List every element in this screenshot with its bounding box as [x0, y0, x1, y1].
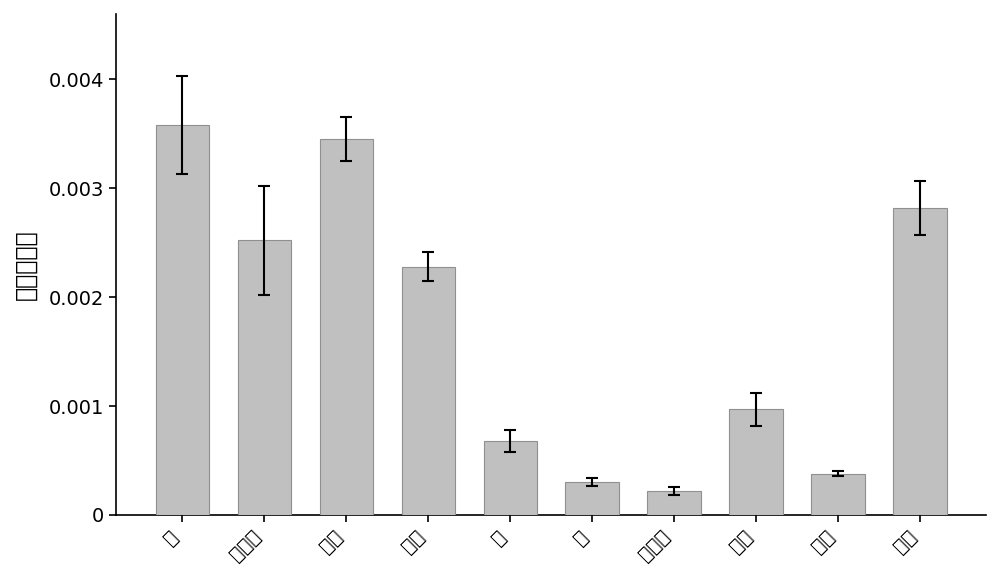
Y-axis label: 相对表达量: 相对表达量	[14, 229, 38, 300]
Bar	[156, 125, 209, 515]
Bar	[811, 474, 865, 515]
Bar	[647, 491, 701, 515]
Bar	[402, 266, 455, 515]
Bar	[565, 482, 619, 515]
Bar	[484, 441, 537, 515]
Bar	[238, 240, 291, 515]
Bar	[893, 208, 947, 515]
Bar	[729, 409, 783, 515]
Bar	[320, 139, 373, 515]
